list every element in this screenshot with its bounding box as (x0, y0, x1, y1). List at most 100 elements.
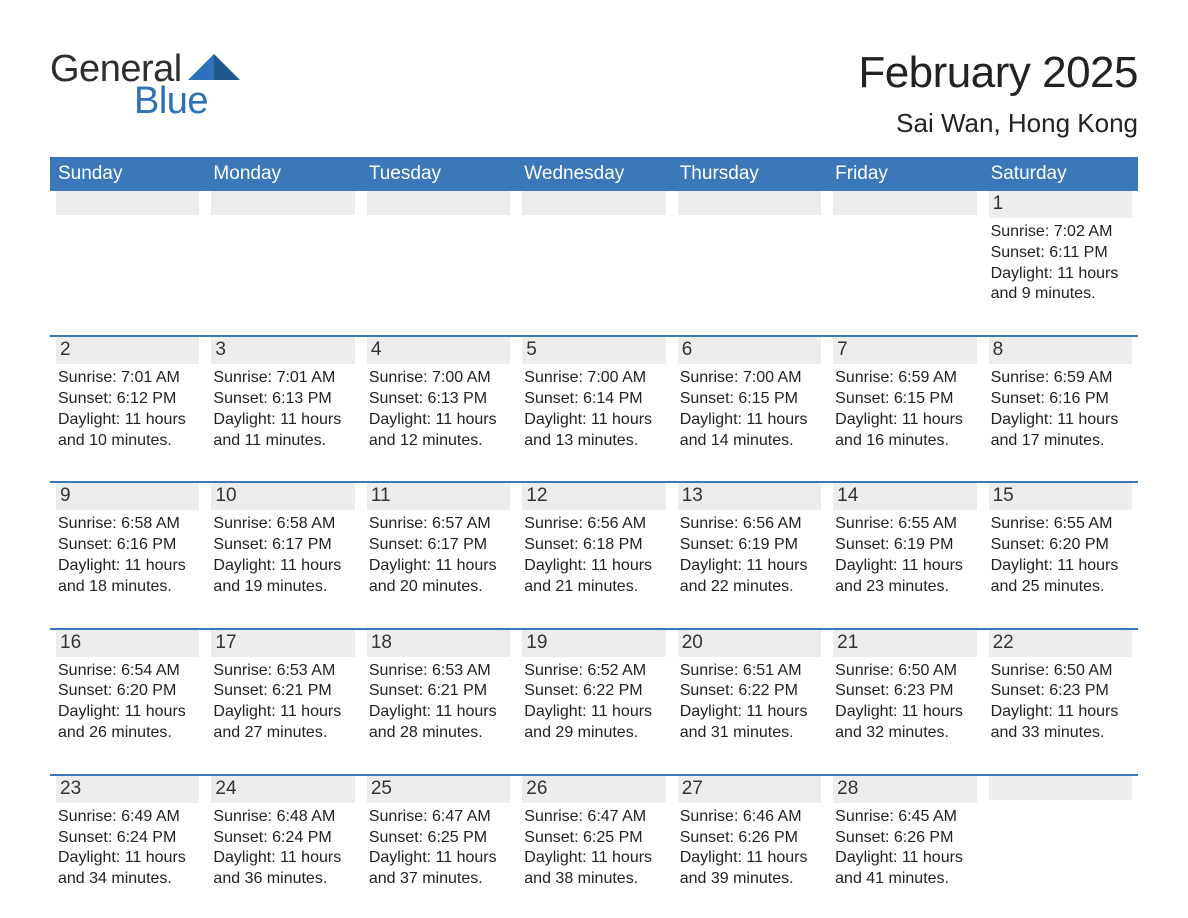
day-cell: 4Sunrise: 7:00 AMSunset: 6:13 PMDaylight… (361, 337, 516, 457)
day-number-band: 15 (989, 483, 1132, 510)
month-title: February 2025 (858, 48, 1138, 98)
day-cell: 10Sunrise: 6:58 AMSunset: 6:17 PMDayligh… (205, 483, 360, 603)
day-number-band: 22 (989, 630, 1132, 657)
day-cell: 16Sunrise: 6:54 AMSunset: 6:20 PMDayligh… (50, 630, 205, 750)
day-cell: 12Sunrise: 6:56 AMSunset: 6:18 PMDayligh… (516, 483, 671, 603)
day-cell (983, 776, 1138, 896)
day-details: Sunrise: 6:46 AMSunset: 6:26 PMDaylight:… (678, 803, 820, 890)
day-details: Sunrise: 7:01 AMSunset: 6:12 PMDaylight:… (56, 364, 198, 451)
day-cell: 7 Sunrise: 6:59 AMSunset: 6:15 PMDaylight… (827, 337, 982, 457)
day-number: 5 (526, 339, 537, 361)
day-cell (205, 191, 360, 311)
day-cell (516, 191, 671, 311)
day-number-band: 17 (211, 630, 354, 657)
day-number-band: 14 (833, 483, 976, 510)
day-details: Sunrise: 7:00 AMSunset: 6:14 PMDaylight:… (522, 364, 664, 451)
day-number: 3 (215, 339, 226, 361)
day-number-band (833, 191, 976, 215)
day-details: Sunrise: 6:47 AMSunset: 6:25 PMDaylight:… (522, 803, 664, 890)
day-number-band: 8 (989, 337, 1132, 364)
day-cell: 26 Sunrise: 6:47 AMSunset: 6:25 PMDayligh… (516, 776, 671, 896)
day-cell (672, 191, 827, 311)
day-number: 28 (837, 778, 858, 800)
day-details: Sunrise: 6:50 AMSunset: 6:23 PMDaylight:… (989, 657, 1131, 744)
day-details: Sunrise: 6:59 AMSunset: 6:15 PMDaylight:… (833, 364, 975, 451)
day-details: Sunrise: 6:52 AMSunset: 6:22 PMDaylight:… (522, 657, 664, 744)
day-details: Sunrise: 6:53 AMSunset: 6:21 PMDaylight:… (367, 657, 509, 744)
day-number: 13 (682, 485, 703, 507)
day-number-band: 28 (833, 776, 976, 803)
day-number: 16 (60, 632, 81, 654)
day-cell: 21 Sunrise: 6:50 AMSunset: 6:23 PMDayligh… (827, 630, 982, 750)
day-cell: 19Sunrise: 6:52 AMSunset: 6:22 PMDayligh… (516, 630, 671, 750)
day-number: 21 (837, 632, 858, 654)
day-number-band: 9 (56, 483, 199, 510)
day-number-band (522, 191, 665, 215)
day-details: Sunrise: 6:58 AMSunset: 6:17 PMDaylight:… (211, 510, 353, 597)
day-number: 8 (993, 339, 1004, 361)
day-number-band: 26 (522, 776, 665, 803)
week-row: 23 Sunrise: 6:49 AMSunset: 6:24 PMDayligh… (50, 774, 1138, 896)
day-number-band (678, 191, 821, 215)
day-details: Sunrise: 6:59 AMSunset: 6:16 PMDaylight:… (989, 364, 1131, 451)
day-cell: 27 Sunrise: 6:46 AMSunset: 6:26 PMDayligh… (672, 776, 827, 896)
day-details: Sunrise: 6:56 AMSunset: 6:18 PMDaylight:… (522, 510, 664, 597)
day-number: 26 (526, 778, 547, 800)
day-number: 25 (371, 778, 392, 800)
week-row: 9 Sunrise: 6:58 AMSunset: 6:16 PMDaylight… (50, 481, 1138, 603)
week-row: 16Sunrise: 6:54 AMSunset: 6:20 PMDayligh… (50, 628, 1138, 750)
day-number-band (989, 776, 1132, 800)
day-number-band: 18 (367, 630, 510, 657)
day-details: Sunrise: 6:49 AMSunset: 6:24 PMDaylight:… (56, 803, 198, 890)
day-details: Sunrise: 7:01 AMSunset: 6:13 PMDaylight:… (211, 364, 353, 451)
day-number: 6 (682, 339, 693, 361)
day-number: 9 (60, 485, 71, 507)
day-details: Sunrise: 7:00 AMSunset: 6:13 PMDaylight:… (367, 364, 509, 451)
weekday-header-cell: Thursday (672, 157, 827, 191)
day-number: 2 (60, 339, 71, 361)
day-number-band: 20 (678, 630, 821, 657)
day-number: 18 (371, 632, 392, 654)
day-number-band: 5 (522, 337, 665, 364)
day-details: Sunrise: 6:56 AMSunset: 6:19 PMDaylight:… (678, 510, 820, 597)
day-details: Sunrise: 7:00 AMSunset: 6:15 PMDaylight:… (678, 364, 820, 451)
day-number-band: 24 (211, 776, 354, 803)
day-number-band: 25 (367, 776, 510, 803)
logo: General Blue (50, 48, 182, 91)
day-number: 7 (837, 339, 848, 361)
day-number: 27 (682, 778, 703, 800)
day-cell: 18 Sunrise: 6:53 AMSunset: 6:21 PMDayligh… (361, 630, 516, 750)
day-cell: 6 Sunrise: 7:00 AMSunset: 6:15 PMDaylight… (672, 337, 827, 457)
day-cell: 14 Sunrise: 6:55 AMSunset: 6:19 PMDayligh… (827, 483, 982, 603)
day-number-band: 2 (56, 337, 199, 364)
day-cell: 1Sunrise: 7:02 AMSunset: 6:11 PMDaylight… (983, 191, 1138, 311)
location-subtitle: Sai Wan, Hong Kong (858, 108, 1138, 139)
day-details: Sunrise: 6:58 AMSunset: 6:16 PMDaylight:… (56, 510, 198, 597)
day-number-band: 3 (211, 337, 354, 364)
day-number: 14 (837, 485, 858, 507)
day-number-band (211, 191, 354, 215)
heading-block: February 2025 Sai Wan, Hong Kong (858, 48, 1138, 139)
weeks-container: 1Sunrise: 7:02 AMSunset: 6:11 PMDaylight… (50, 191, 1138, 896)
day-cell (361, 191, 516, 311)
day-details: Sunrise: 6:55 AMSunset: 6:19 PMDaylight:… (833, 510, 975, 597)
day-details: Sunrise: 6:55 AMSunset: 6:20 PMDaylight:… (989, 510, 1131, 597)
day-cell: 17Sunrise: 6:53 AMSunset: 6:21 PMDayligh… (205, 630, 360, 750)
day-details: Sunrise: 6:53 AMSunset: 6:21 PMDaylight:… (211, 657, 353, 744)
day-cell: 13 Sunrise: 6:56 AMSunset: 6:19 PMDayligh… (672, 483, 827, 603)
weekday-header-cell: Sunday (50, 157, 205, 191)
day-number: 24 (215, 778, 236, 800)
day-cell (827, 191, 982, 311)
day-number: 23 (60, 778, 81, 800)
weekday-header-cell: Saturday (983, 157, 1138, 191)
day-number-band (56, 191, 199, 215)
day-number-band: 11 (367, 483, 510, 510)
weekday-header-cell: Friday (827, 157, 982, 191)
week-row: 2 Sunrise: 7:01 AMSunset: 6:12 PMDaylight… (50, 335, 1138, 457)
day-details: Sunrise: 6:47 AMSunset: 6:25 PMDaylight:… (367, 803, 509, 890)
day-details: Sunrise: 6:50 AMSunset: 6:23 PMDaylight:… (833, 657, 975, 744)
day-details: Sunrise: 7:02 AMSunset: 6:11 PMDaylight:… (989, 218, 1131, 305)
day-cell: 9 Sunrise: 6:58 AMSunset: 6:16 PMDaylight… (50, 483, 205, 603)
day-details: Sunrise: 6:48 AMSunset: 6:24 PMDaylight:… (211, 803, 353, 890)
day-number: 22 (993, 632, 1014, 654)
